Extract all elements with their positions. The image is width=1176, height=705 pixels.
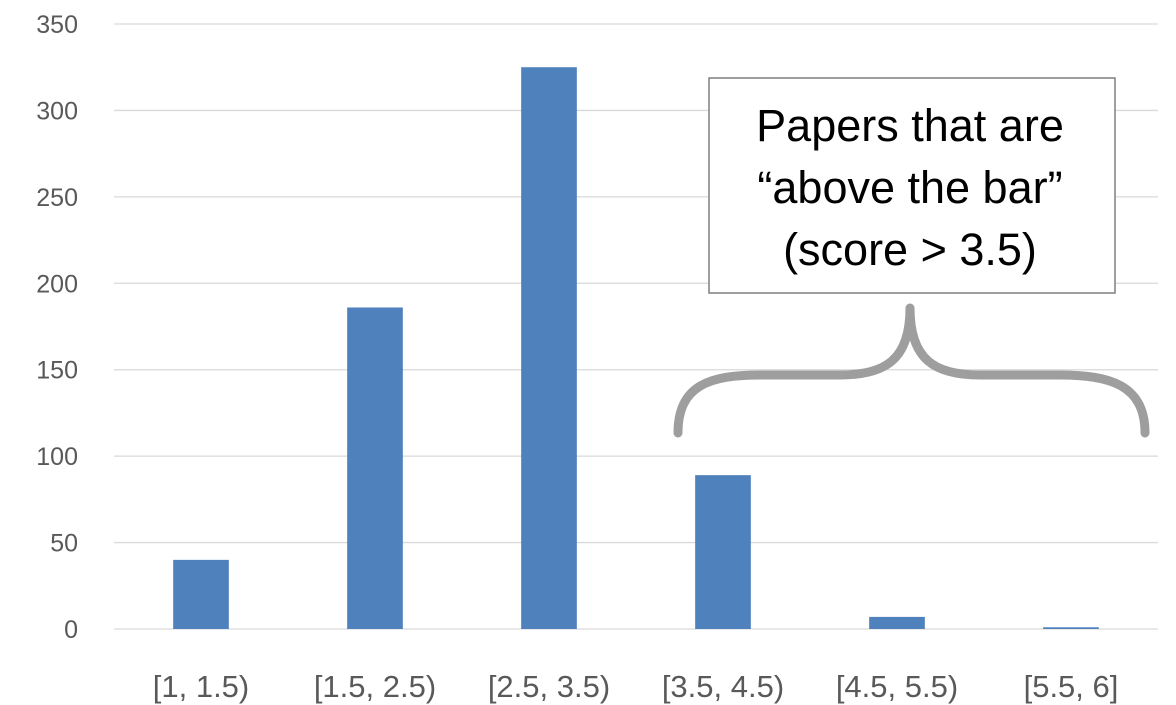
bar bbox=[695, 475, 751, 629]
annotation-box-frame bbox=[708, 77, 1116, 294]
x-tick-label: [2.5, 3.5) bbox=[488, 669, 610, 704]
bar bbox=[347, 307, 403, 629]
x-tick-label: [1, 1.5) bbox=[153, 669, 250, 704]
y-tick-label: 300 bbox=[36, 97, 78, 125]
gridlines bbox=[114, 23, 1158, 630]
x-tick-label: [1.5, 2.5) bbox=[314, 669, 436, 704]
y-tick-label: 350 bbox=[36, 11, 78, 39]
annotation-line-3: (score > 3.5) bbox=[783, 224, 1037, 275]
bar bbox=[521, 67, 577, 629]
y-tick-label: 150 bbox=[36, 357, 78, 385]
curly-brace bbox=[673, 303, 1150, 438]
annotation-box: Papers that are “above the bar” (score >… bbox=[708, 77, 1116, 294]
x-axis-ticks: [1, 1.5) [1.5, 2.5) [2.5, 3.5) [3.5, 4.5) [4… bbox=[153, 669, 1119, 704]
y-tick-label: 50 bbox=[50, 530, 78, 558]
y-tick-label: 0 bbox=[64, 616, 78, 644]
x-tick-label: [4.5, 5.5) bbox=[836, 669, 958, 704]
x-tick-label: [3.5, 4.5) bbox=[662, 669, 784, 704]
bar bbox=[1043, 627, 1099, 629]
annotation-line-1: Papers that are bbox=[756, 100, 1064, 151]
annotation-line-2: “above the bar” bbox=[757, 162, 1062, 213]
y-tick-label: 250 bbox=[36, 184, 78, 212]
bar bbox=[173, 559, 229, 629]
x-tick-label: [5.5, 6] bbox=[1024, 669, 1119, 704]
bars bbox=[173, 67, 1099, 629]
y-tick-label: 100 bbox=[36, 443, 78, 471]
y-tick-label: 200 bbox=[36, 270, 78, 298]
y-axis-ticks: 0 50 100 150 200 250 300 350 bbox=[36, 11, 78, 644]
bar bbox=[869, 616, 925, 629]
